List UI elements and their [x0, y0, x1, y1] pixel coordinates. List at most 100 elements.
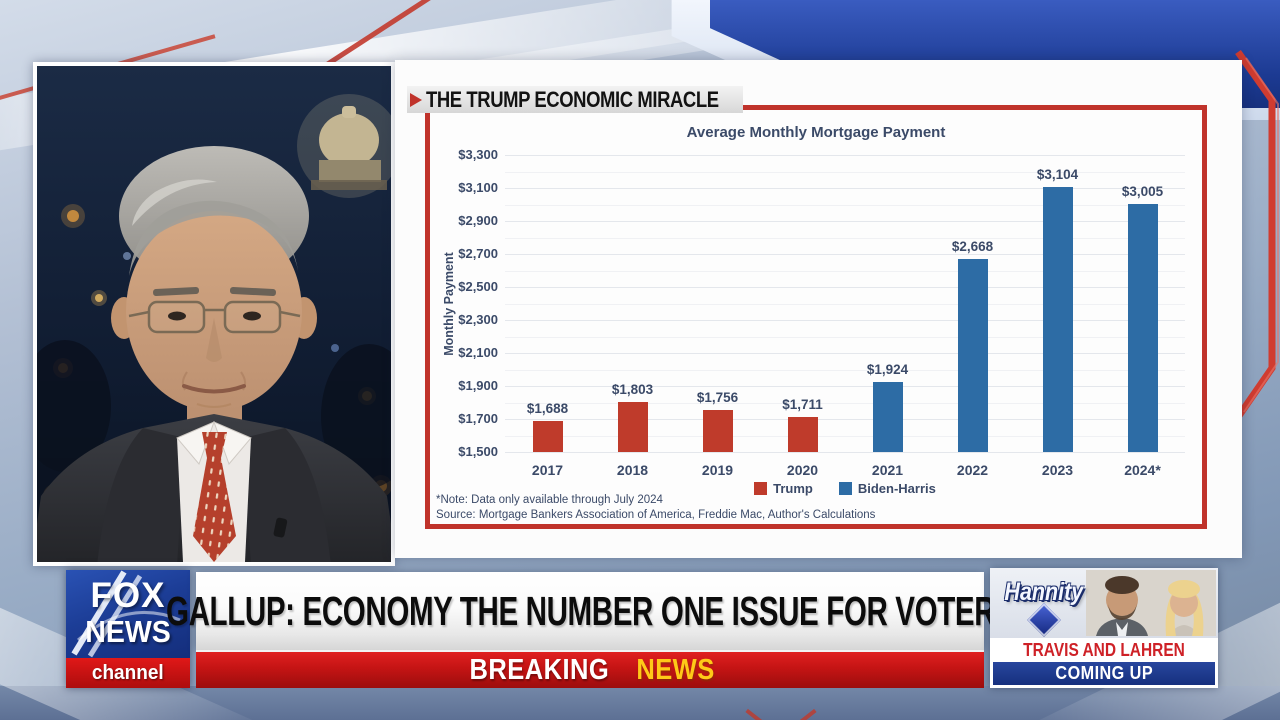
bar-value-label: $1,711 [782, 397, 823, 413]
x-tick-label: 2024* [1124, 462, 1161, 478]
bar-2019 [702, 409, 733, 452]
y-axis-title: Monthly Payment [442, 251, 456, 356]
y-tick-label: $3,300 [458, 147, 498, 162]
guest-figure [37, 146, 391, 562]
bar-2023 [1042, 187, 1073, 452]
headline-text: GALLUP: ECONOMY THE NUMBER ONE ISSUE FOR… [165, 587, 1015, 634]
grid-line [505, 402, 1185, 404]
promo-hosts-text: TRAVIS AND LAHREN [1023, 639, 1185, 660]
bar-value-label: $3,104 [1036, 167, 1079, 183]
infographic-header: THE TRUMP ECONOMIC MIRACLE [407, 86, 743, 113]
grid-line [505, 353, 1185, 354]
fox-logo-channel-text: channel [92, 661, 164, 684]
bar-value-label: $2,668 [951, 239, 994, 255]
grid-line [505, 435, 1185, 437]
grid-line [505, 221, 1185, 222]
bar-value-label: $1,756 [696, 389, 739, 405]
chart-note: *Note: Data only available through July … [436, 494, 663, 506]
x-tick-label: 2020 [786, 462, 819, 478]
y-axis-title-wrap: Monthly Payment [430, 155, 468, 452]
news-word: NEWS [636, 653, 715, 686]
bar-value-label: $1,924 [866, 362, 909, 378]
legend-item: Biden-Harris [838, 481, 936, 496]
guest-portrait [37, 66, 391, 562]
y-tick-label: $2,100 [458, 345, 498, 360]
chart-title: Average Monthly Mortgage Payment [686, 124, 946, 141]
grid-line [505, 188, 1185, 189]
legend-label: Biden-Harris [857, 481, 936, 496]
tie [193, 432, 236, 562]
x-tick-label: 2021 [871, 462, 904, 478]
grid-line [505, 287, 1185, 288]
y-tick-label: $2,500 [458, 279, 498, 294]
y-tick-label: $1,900 [458, 378, 498, 393]
bar-2021 [872, 382, 903, 452]
legend-label: Trump [773, 481, 813, 496]
breaking-word: BREAKING [469, 653, 610, 686]
fox-logo-channel-banner: channel [66, 658, 190, 688]
grid-line [505, 155, 1185, 156]
y-tick-label: $2,300 [458, 312, 498, 327]
promo-photo-strip: Hannity [990, 568, 1218, 638]
grid-line [505, 419, 1185, 420]
play-triangle-icon [410, 92, 422, 107]
y-tick-label: $2,900 [458, 213, 498, 228]
fox-logo-news: NEWS [85, 614, 171, 649]
capitol-building [297, 94, 391, 198]
infographic-panel: THE TRUMP ECONOMIC MIRACLE Average Month… [395, 60, 1242, 558]
y-tick-label: $2,700 [458, 246, 498, 261]
legend-swatch [754, 482, 768, 495]
fox-news-logo: FOX NEWS channel [66, 570, 190, 688]
bar-2024* [1127, 203, 1158, 452]
grid-line [505, 254, 1185, 255]
lapel-microphone [273, 517, 288, 538]
y-tick-label: $1,700 [458, 411, 498, 426]
grid-line [505, 171, 1185, 173]
host-lahren [1165, 580, 1204, 636]
infographic-title: THE TRUMP ECONOMIC MIRACLE [426, 86, 719, 112]
grid-line [505, 270, 1185, 272]
bar-2017 [532, 420, 563, 452]
bar-value-label: $1,803 [611, 382, 654, 397]
bar-value-label: $1,688 [526, 400, 569, 416]
x-tick-label: 2018 [616, 462, 649, 478]
searchlight-beams-icon [71, 570, 181, 658]
breaking-news-banner: BREAKING NEWS [196, 650, 984, 688]
chart-source: Source: Mortgage Bankers Association of … [436, 509, 876, 521]
chart-legend: Trump Biden-Harris [505, 481, 1185, 496]
promo-hosts-line: TRAVIS AND LAHREN [990, 638, 1218, 662]
x-tick-label: 2022 [956, 462, 989, 478]
chart-box: Average Monthly Mortgage Payment Monthly… [425, 105, 1207, 529]
hannity-logo: Hannity [996, 578, 1092, 637]
grid-line [505, 204, 1185, 206]
x-tick-label: 2023 [1041, 462, 1074, 478]
legend-item: Trump [754, 481, 813, 496]
hannity-logo-text: Hannity [1004, 578, 1084, 606]
legend-swatch [838, 482, 852, 495]
set-red-frame [1233, 49, 1279, 422]
fox-logo-fox: FOX [90, 576, 166, 615]
headline-banner: GALLUP: ECONOMY THE NUMBER ONE ISSUE FOR… [166, 572, 1015, 650]
bar-2020 [787, 417, 818, 452]
bar-2018 [617, 402, 648, 452]
bar-2022 [957, 259, 988, 452]
hannity-diamond-icon [1027, 603, 1061, 637]
x-tick-label: 2019 [701, 462, 734, 478]
hannity-promo-box: Hannity TRAVIS AND LAHREN COMING UP [990, 568, 1218, 688]
promo-coming-up-bar: COMING UP [993, 662, 1215, 685]
grid-line [505, 452, 1185, 453]
grid-line [505, 237, 1185, 239]
grid-line [505, 303, 1185, 305]
promo-coming-up-text: COMING UP [1055, 663, 1153, 683]
studio-floor [0, 686, 1280, 720]
bar-value-label: $3,005 [1121, 183, 1164, 199]
host-travis [1096, 576, 1148, 636]
y-tick-label: $3,100 [458, 180, 498, 195]
grid-line [505, 386, 1185, 387]
grid-line [505, 369, 1185, 371]
x-tick-label: 2017 [531, 462, 564, 478]
y-tick-label: $1,500 [458, 444, 498, 459]
promo-host-headshots [1086, 570, 1216, 636]
guest-video-panel [33, 62, 395, 566]
